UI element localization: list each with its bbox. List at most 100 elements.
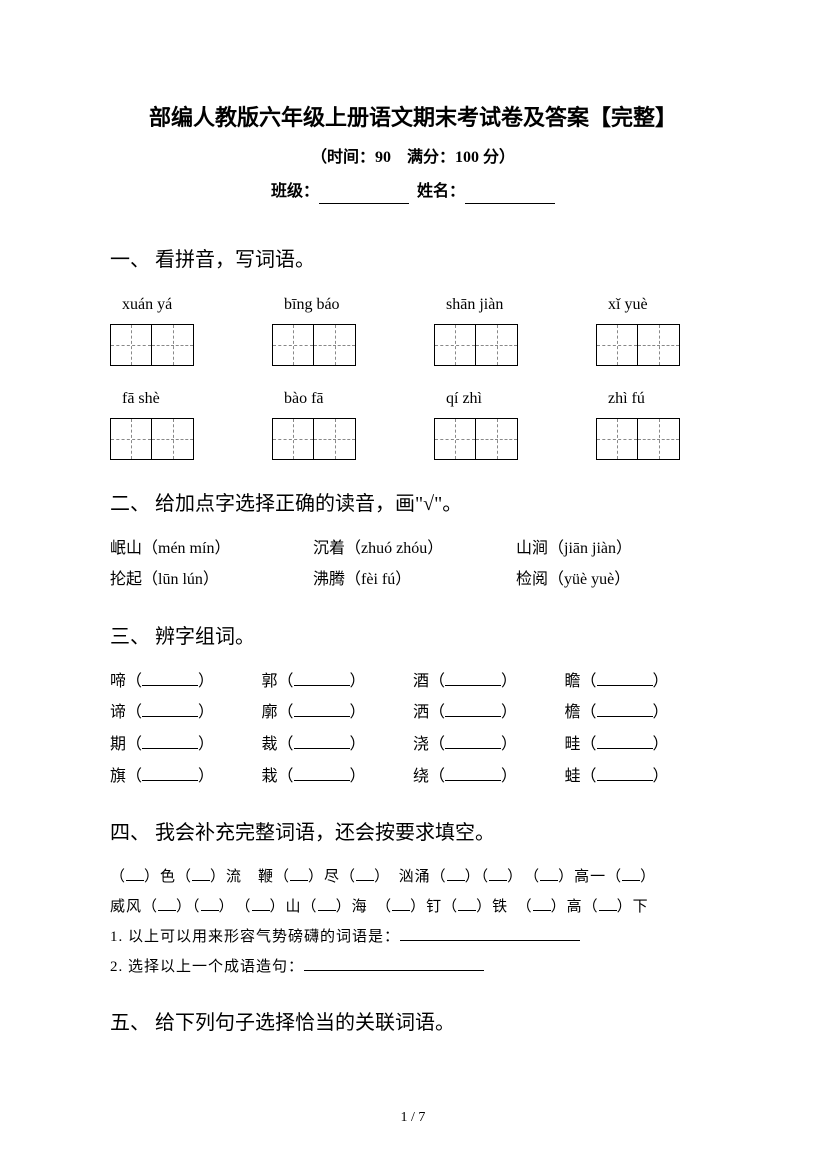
answer-blank[interactable] xyxy=(142,765,198,781)
pinyin-label: bīng báo xyxy=(272,292,392,318)
q2-item: 抡起（lūn lún） xyxy=(110,567,310,593)
q3-item: 檐（） xyxy=(565,700,717,726)
q3-row: 期（）裁（）浇（）畦（） xyxy=(110,732,716,758)
class-blank[interactable] xyxy=(319,186,409,204)
box-row-2 xyxy=(110,418,716,460)
pinyin-row-2: fā shè bào fā qí zhì zhì fú xyxy=(110,386,716,412)
box-row-1 xyxy=(110,324,716,366)
answer-blank[interactable] xyxy=(142,701,198,717)
class-label: 班级： xyxy=(271,183,319,200)
q3-item: 绕（） xyxy=(413,764,565,790)
fill-blank[interactable] xyxy=(447,867,465,881)
fill-blank[interactable] xyxy=(318,897,336,911)
char-box-group[interactable] xyxy=(434,324,554,366)
answer-blank[interactable] xyxy=(294,765,350,781)
fill-blank[interactable] xyxy=(392,897,410,911)
fill-blank[interactable] xyxy=(458,897,476,911)
q4-line-1: （）色（）流 鞭（）尽（） 汹涌（）（） （）高一（） xyxy=(110,865,716,889)
q3-item: 洒（） xyxy=(413,700,565,726)
char-box-group[interactable] xyxy=(596,418,716,460)
q2-row: 岷山（mén mín） 沉着（zhuó zhóu） 山涧（jiān jiàn） xyxy=(110,536,716,562)
q3-item: 啼（） xyxy=(110,669,262,695)
pinyin-label: fā shè xyxy=(110,386,230,412)
q3-item: 旗（） xyxy=(110,764,262,790)
answer-blank[interactable] xyxy=(445,701,501,717)
section-2-title: 二、 给加点字选择正确的读音，画"√"。 xyxy=(110,488,716,520)
pinyin-label: xuán yá xyxy=(110,292,230,318)
answer-blank[interactable] xyxy=(294,733,350,749)
q3-item: 廓（） xyxy=(262,700,414,726)
q4-sub-1-text: 1. 以上可以用来形容气势磅礴的词语是： xyxy=(110,929,400,945)
fill-blank[interactable] xyxy=(126,867,144,881)
q3-row: 啼（）郭（）酒（）瞻（） xyxy=(110,669,716,695)
char-box-group[interactable] xyxy=(596,324,716,366)
answer-blank[interactable] xyxy=(597,670,653,686)
answer-blank[interactable] xyxy=(597,733,653,749)
fill-blank[interactable] xyxy=(540,867,558,881)
char-box-group[interactable] xyxy=(110,324,230,366)
fill-blank[interactable] xyxy=(290,867,308,881)
fill-blank[interactable] xyxy=(489,867,507,881)
char-box-group[interactable] xyxy=(110,418,230,460)
answer-blank[interactable] xyxy=(597,701,653,717)
answer-blank[interactable] xyxy=(400,927,580,941)
fill-blank[interactable] xyxy=(252,897,270,911)
answer-blank[interactable] xyxy=(142,733,198,749)
q2-item: 岷山（mén mín） xyxy=(110,536,310,562)
char-box-group[interactable] xyxy=(434,418,554,460)
q2-item: 检阅（yüè yuè） xyxy=(516,567,716,593)
q2-item: 沉着（zhuó zhóu） xyxy=(313,536,513,562)
fill-blank[interactable] xyxy=(356,867,374,881)
class-name-row: 班级： 姓名： xyxy=(110,179,716,205)
answer-blank[interactable] xyxy=(294,701,350,717)
q3-item: 酒（） xyxy=(413,669,565,695)
q4-line-2: 威风（）（） （）山（）海 （）钉（）铁 （）高（）下 xyxy=(110,895,716,919)
q3-row: 旗（）栽（）绕（）蛙（） xyxy=(110,764,716,790)
answer-blank[interactable] xyxy=(445,765,501,781)
fill-blank[interactable] xyxy=(622,867,640,881)
q3-row: 谛（）廓（）洒（）檐（） xyxy=(110,700,716,726)
fill-blank[interactable] xyxy=(192,867,210,881)
q3-item: 谛（） xyxy=(110,700,262,726)
fill-blank[interactable] xyxy=(599,897,617,911)
answer-blank[interactable] xyxy=(597,765,653,781)
q3-item: 蛙（） xyxy=(565,764,717,790)
char-box-group[interactable] xyxy=(272,324,392,366)
name-label: 姓名： xyxy=(417,183,465,200)
subtitle: （时间：90 满分：100 分） xyxy=(110,145,716,171)
pinyin-label: zhì fú xyxy=(596,386,716,412)
answer-blank[interactable] xyxy=(294,670,350,686)
q4-sub-2-text: 2. 选择以上一个成语造句： xyxy=(110,959,304,975)
fill-blank[interactable] xyxy=(533,897,551,911)
pinyin-label: xǐ yuè xyxy=(596,292,716,318)
section-5-title: 五、 给下列句子选择恰当的关联词语。 xyxy=(110,1007,716,1039)
pinyin-label: bào fā xyxy=(272,386,392,412)
q4-sub-1: 1. 以上可以用来形容气势磅礴的词语是： xyxy=(110,925,716,949)
answer-blank[interactable] xyxy=(445,733,501,749)
name-blank[interactable] xyxy=(465,186,555,204)
answer-blank[interactable] xyxy=(142,670,198,686)
q2-item: 沸腾（fèi fú） xyxy=(313,567,513,593)
answer-blank[interactable] xyxy=(445,670,501,686)
q3-item: 期（） xyxy=(110,732,262,758)
q3-item: 浇（） xyxy=(413,732,565,758)
pinyin-label: qí zhì xyxy=(434,386,554,412)
page-title: 部编人教版六年级上册语文期末考试卷及答案【完整】 xyxy=(110,100,716,135)
fill-blank[interactable] xyxy=(201,897,219,911)
q4-sub-2: 2. 选择以上一个成语造句： xyxy=(110,955,716,979)
q3-item: 瞻（） xyxy=(565,669,717,695)
section-4-title: 四、 我会补充完整词语，还会按要求填空。 xyxy=(110,817,716,849)
q3-item: 郭（） xyxy=(262,669,414,695)
q2-item: 山涧（jiān jiàn） xyxy=(516,536,716,562)
pinyin-row-1: xuán yá bīng báo shān jiàn xǐ yuè xyxy=(110,292,716,318)
answer-blank[interactable] xyxy=(304,957,484,971)
section-3-title: 三、 辨字组词。 xyxy=(110,621,716,653)
pinyin-label: shān jiàn xyxy=(434,292,554,318)
q2-row: 抡起（lūn lún） 沸腾（fèi fú） 检阅（yüè yuè） xyxy=(110,567,716,593)
char-box-group[interactable] xyxy=(272,418,392,460)
section-1-title: 一、 看拼音，写词语。 xyxy=(110,244,716,276)
page-number: 1 / 7 xyxy=(0,1107,826,1129)
fill-blank[interactable] xyxy=(158,897,176,911)
q3-container: 啼（）郭（）酒（）瞻（） 谛（）廓（）洒（）檐（） 期（）裁（）浇（）畦（） 旗（）栽… xyxy=(110,669,716,789)
q3-item: 栽（） xyxy=(262,764,414,790)
